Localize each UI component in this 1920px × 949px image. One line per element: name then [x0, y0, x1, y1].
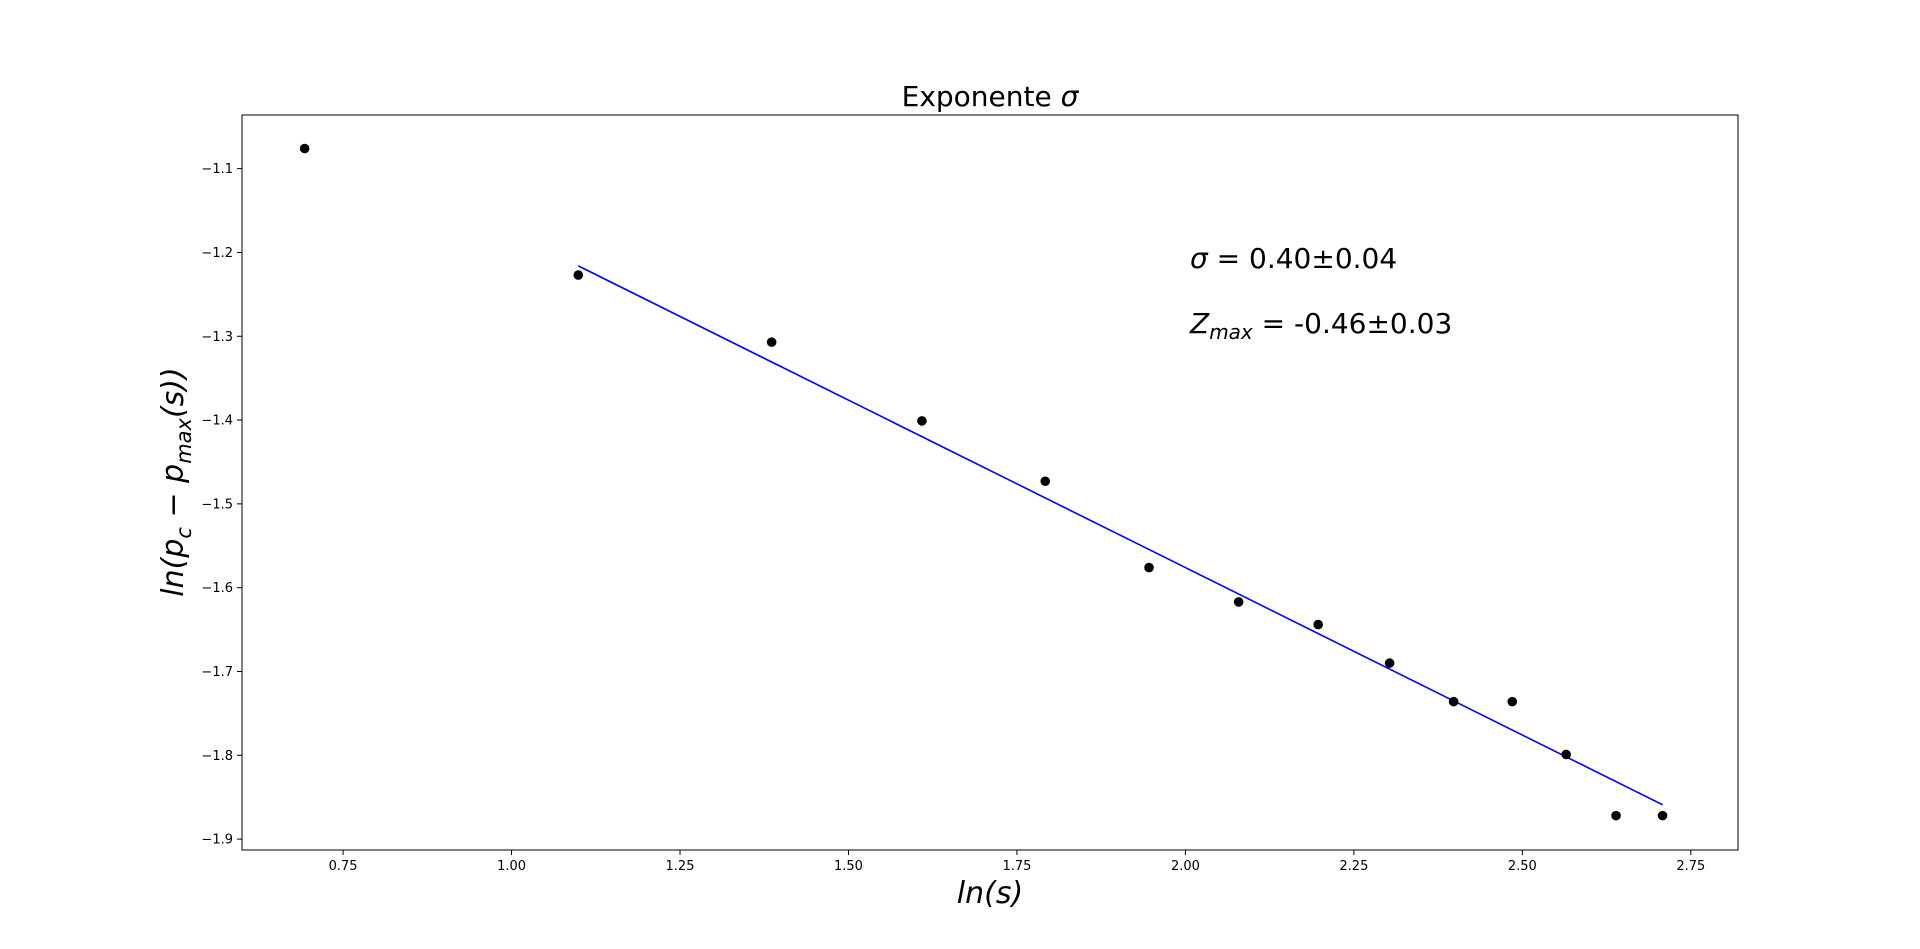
data-point [1313, 619, 1323, 630]
y-tick-label: −1.7 [201, 665, 233, 680]
x-tick-label: 1.00 [497, 859, 526, 874]
fit-line [577, 265, 1663, 806]
y-tick-label: −1.2 [201, 246, 233, 261]
data-points [299, 143, 1668, 821]
data-point [299, 143, 310, 154]
x-axis-label: ln(s) [957, 876, 1023, 911]
x-tick-label: 1.75 [1002, 859, 1031, 874]
x-tick-label: 2.25 [1339, 859, 1368, 874]
data-point [1384, 658, 1395, 668]
data-point [1040, 476, 1051, 487]
data-point [1144, 562, 1154, 573]
data-point [917, 416, 927, 426]
x-tick-label: 2.00 [1171, 859, 1200, 874]
sigma-annotation: σ = 0.40±0.04 [1190, 242, 1397, 275]
chart-title: Exponente σ [902, 80, 1080, 113]
x-tick-label: 1.50 [834, 859, 863, 874]
y-tick-label: −1.5 [201, 497, 233, 512]
x-tick-label: 1.25 [666, 859, 695, 874]
y-tick-label: −1.9 [201, 833, 233, 848]
x-tick-label: 0.75 [329, 859, 358, 874]
y-tick-label: −1.4 [201, 414, 233, 429]
data-point [1233, 597, 1244, 607]
axes-frame [241, 114, 1739, 851]
zmax-annotation: Zmax = -0.46±0.03 [1189, 307, 1452, 344]
data-point [1657, 810, 1668, 821]
x-tick-label: 2.50 [1508, 859, 1537, 874]
y-tick-label: −1.8 [201, 749, 233, 764]
data-point [1561, 749, 1571, 760]
fit-line-layer [577, 265, 1663, 806]
data-point [1611, 810, 1621, 821]
x-axis-ticks: 0.75 1.00 1.25 1.50 1.75 2.00 2.25 2.50 2.75 [329, 850, 1705, 874]
data-point [573, 270, 584, 280]
data-point [766, 337, 777, 347]
y-axis-label: ln(pc − pmax(s)) [156, 367, 196, 596]
y-tick-label: −1.1 [201, 162, 233, 177]
y-tick-label: −1.3 [201, 330, 233, 345]
data-point [1448, 696, 1459, 707]
y-axis-ticks: −1.1 −1.2 −1.3 −1.4 −1.5 −1.6 −1.7 −1.8 −1.9 [201, 162, 242, 848]
y-tick-label: −1.6 [201, 581, 233, 596]
x-tick-label: 2.75 [1676, 859, 1705, 874]
data-point [1507, 696, 1518, 707]
